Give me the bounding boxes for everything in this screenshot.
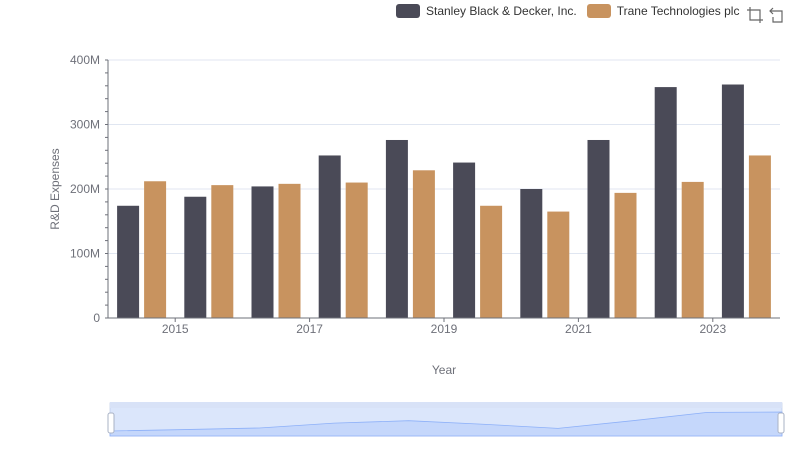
- bar-stanley-2020[interactable]: [520, 189, 543, 318]
- legend: Stanley Black & Decker, Inc. Trane Techn…: [396, 4, 749, 18]
- bar-trane-2023[interactable]: [748, 155, 771, 318]
- legend-label-stanley: Stanley Black & Decker, Inc.: [426, 4, 577, 18]
- x-tick-label: 2023: [699, 322, 726, 336]
- bar-stanley-2019[interactable]: [453, 162, 476, 318]
- axes: 0 100M 200M 300M 400M 2015 2017 2019 2021 2023: [70, 53, 780, 336]
- legend-item-stanley[interactable]: Stanley Black & Decker, Inc.: [396, 4, 577, 18]
- legend-label-trane: Trane Technologies plc: [616, 4, 740, 18]
- legend-swatch-stanley: [396, 4, 420, 18]
- bar-trane-2018[interactable]: [412, 170, 435, 318]
- zoom-handle-left[interactable]: [107, 412, 115, 434]
- bar-stanley-2023[interactable]: [721, 84, 744, 318]
- y-tick-label: 400M: [70, 53, 100, 67]
- zoom-handle-right[interactable]: [777, 412, 785, 434]
- bar-marks: [117, 84, 771, 318]
- x-axis-title: Year: [432, 363, 456, 377]
- legend-swatch-trane: [586, 4, 611, 18]
- bar-trane-2019[interactable]: [480, 205, 503, 318]
- bar-trane-2022[interactable]: [681, 181, 704, 318]
- bar-stanley-2021[interactable]: [587, 139, 610, 318]
- y-tick-label: 100M: [70, 247, 100, 261]
- bar-stanley-2022[interactable]: [654, 87, 677, 318]
- bar-trane-2021[interactable]: [614, 192, 637, 318]
- y-tick-label: 0: [93, 311, 100, 325]
- x-tick-label: 2017: [296, 322, 323, 336]
- grid-lines: [108, 59, 780, 254]
- bar-trane-2016[interactable]: [278, 183, 301, 318]
- y-tick-label: 300M: [70, 118, 100, 132]
- bar-stanley-2018[interactable]: [385, 139, 408, 318]
- zoom-top-bar[interactable]: [110, 402, 782, 408]
- data-zoom-slider[interactable]: [107, 402, 785, 437]
- legend-item-trane[interactable]: Trane Technologies plc: [586, 4, 740, 18]
- bar-stanley-2017[interactable]: [318, 155, 341, 318]
- bar-trane-2020[interactable]: [547, 211, 570, 318]
- zoom-selected-range: [110, 403, 782, 436]
- zoom-reset-icon[interactable]: [768, 6, 786, 24]
- zoom-preview-area: [109, 411, 783, 437]
- y-tick-label: 200M: [70, 182, 100, 196]
- bar-stanley-2015[interactable]: [184, 196, 207, 318]
- bar-trane-2015[interactable]: [211, 185, 234, 318]
- bar-trane-2017[interactable]: [345, 182, 368, 318]
- x-tick-label: 2019: [431, 322, 458, 336]
- x-tick-label: 2015: [162, 322, 189, 336]
- zoom-select-icon[interactable]: [746, 6, 764, 24]
- bar-stanley-2016[interactable]: [251, 186, 274, 318]
- x-tick-label: 2021: [565, 322, 592, 336]
- bar-stanley-2014[interactable]: [117, 205, 140, 318]
- chart-toolbox: [746, 6, 786, 24]
- bar-trane-2014[interactable]: [144, 181, 167, 318]
- y-axis-title: R&D Expenses: [48, 148, 62, 229]
